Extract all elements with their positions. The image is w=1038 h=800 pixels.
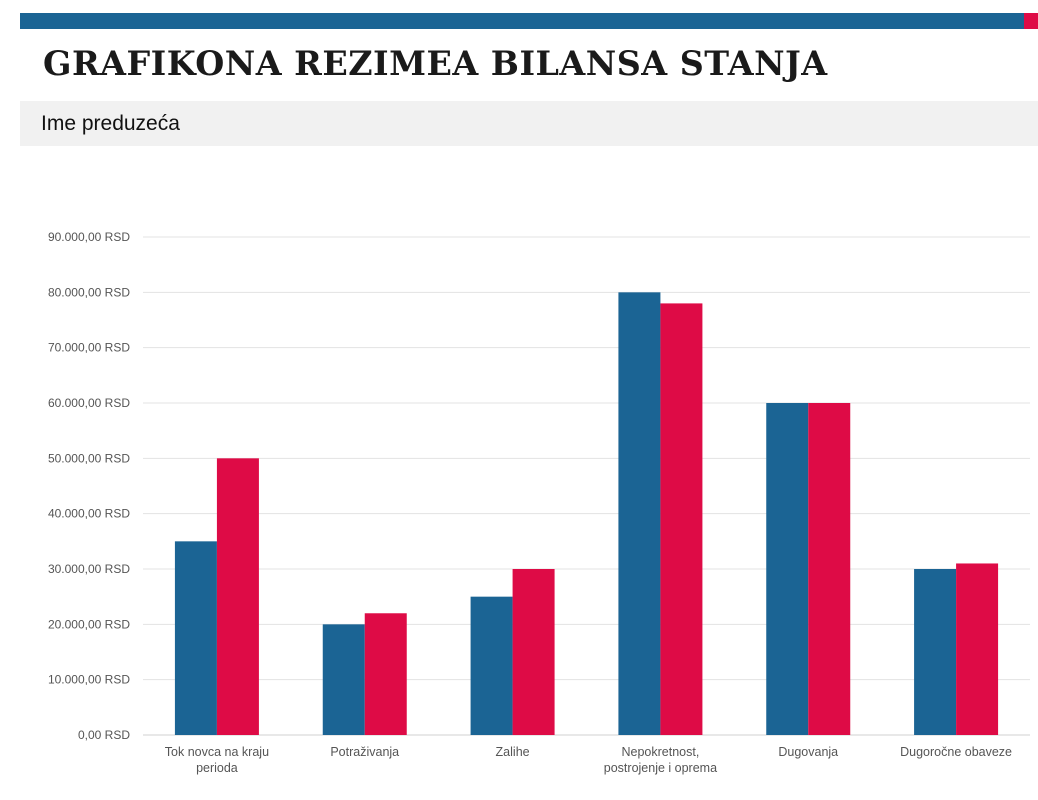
y-tick-label: 80.000,00 RSD	[48, 285, 130, 299]
company-name: Ime preduzeća	[41, 112, 180, 135]
x-tick-label: Nepokretnost,	[622, 745, 700, 759]
x-tick-label: Dugoročne obaveze	[900, 745, 1012, 759]
bar-1	[470, 596, 513, 735]
y-tick-label: 0,00 RSD	[78, 728, 130, 742]
bar-1	[914, 569, 957, 735]
company-banner: Ime preduzeća	[20, 101, 1038, 146]
page-title: GRAFIKONA REZIMEA BILANSA STANJA	[43, 44, 828, 84]
accent-bar-end	[1024, 13, 1038, 29]
bar-1	[322, 624, 365, 735]
x-tick-label: postrojenje i oprema	[604, 761, 717, 775]
bar-2	[956, 563, 999, 735]
y-tick-label: 60.000,00 RSD	[48, 396, 130, 410]
bar-2	[660, 303, 703, 735]
x-tick-label: Tok novca na kraju	[165, 745, 269, 759]
bar-2	[364, 613, 407, 735]
bar-1	[618, 292, 661, 735]
y-tick-label: 50.000,00 RSD	[48, 451, 130, 465]
bar-2	[512, 569, 555, 735]
y-tick-label: 90.000,00 RSD	[48, 230, 130, 244]
bar-1	[174, 541, 217, 735]
x-tick-label: Dugovanja	[778, 745, 838, 759]
y-tick-label: 30.000,00 RSD	[48, 562, 130, 576]
x-tick-label: perioda	[196, 761, 238, 775]
bar-2	[808, 403, 851, 735]
y-tick-label: 40.000,00 RSD	[48, 507, 130, 521]
y-tick-label: 10.000,00 RSD	[48, 673, 130, 687]
y-tick-label: 20.000,00 RSD	[48, 617, 130, 631]
bar-1	[766, 403, 809, 735]
x-tick-label: Potraživanja	[330, 745, 399, 759]
y-tick-label: 70.000,00 RSD	[48, 341, 130, 355]
x-tick-label: Zalihe	[496, 745, 530, 759]
accent-bar	[20, 13, 1024, 29]
bar-2	[216, 458, 259, 735]
